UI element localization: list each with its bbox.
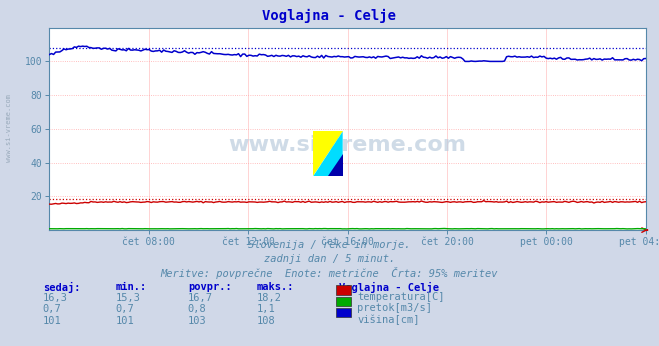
- Text: 0,7: 0,7: [115, 304, 134, 315]
- Polygon shape: [313, 131, 343, 176]
- Text: 108: 108: [257, 316, 275, 326]
- Text: 101: 101: [115, 316, 134, 326]
- Polygon shape: [328, 154, 343, 176]
- Text: www.si-vreme.com: www.si-vreme.com: [5, 94, 12, 162]
- Polygon shape: [313, 131, 343, 176]
- Text: zadnji dan / 5 minut.: zadnji dan / 5 minut.: [264, 254, 395, 264]
- Text: Voglajna - Celje: Voglajna - Celje: [262, 9, 397, 23]
- Text: Meritve: povprečne  Enote: metrične  Črta: 95% meritev: Meritve: povprečne Enote: metrične Črta:…: [161, 267, 498, 279]
- Text: min.:: min.:: [115, 282, 146, 292]
- Text: povpr.:: povpr.:: [188, 282, 231, 292]
- Text: www.si-vreme.com: www.si-vreme.com: [229, 135, 467, 155]
- Text: 16,3: 16,3: [43, 293, 68, 303]
- Text: 18,2: 18,2: [257, 293, 282, 303]
- Text: Slovenija / reke in morje.: Slovenija / reke in morje.: [248, 240, 411, 251]
- Text: Voglajna - Celje: Voglajna - Celje: [339, 282, 440, 293]
- Text: 103: 103: [188, 316, 206, 326]
- Text: 15,3: 15,3: [115, 293, 140, 303]
- Text: 0,8: 0,8: [188, 304, 206, 315]
- Text: višina[cm]: višina[cm]: [357, 315, 420, 325]
- Text: temperatura[C]: temperatura[C]: [357, 292, 445, 302]
- Text: 101: 101: [43, 316, 61, 326]
- Text: pretok[m3/s]: pretok[m3/s]: [357, 303, 432, 313]
- Text: 1,1: 1,1: [257, 304, 275, 315]
- Text: maks.:: maks.:: [257, 282, 295, 292]
- Text: 16,7: 16,7: [188, 293, 213, 303]
- Text: sedaj:: sedaj:: [43, 282, 80, 293]
- Text: 0,7: 0,7: [43, 304, 61, 315]
